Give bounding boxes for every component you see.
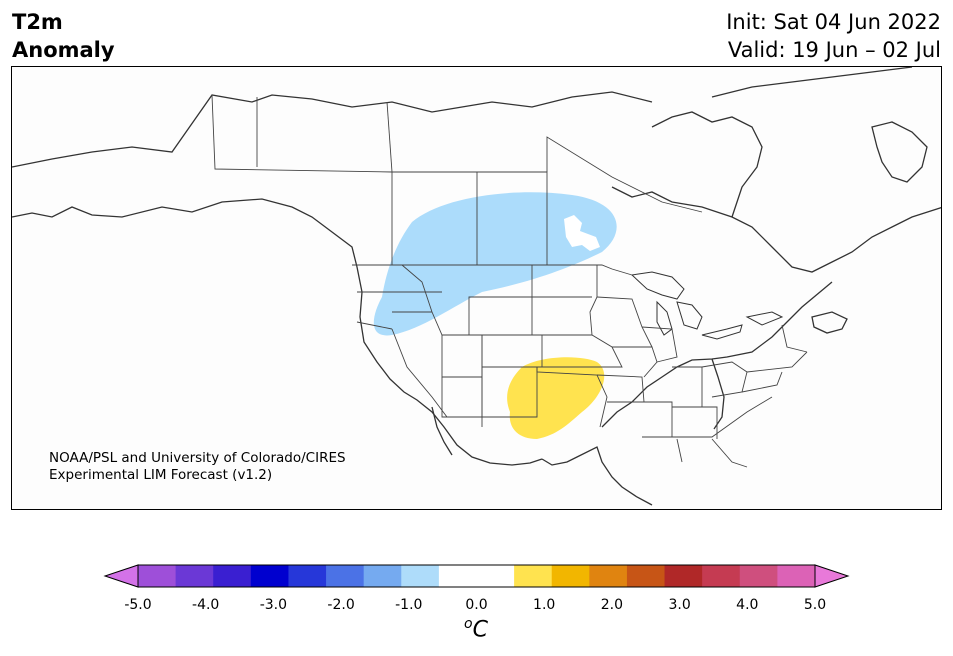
colorbar-swatch (702, 565, 741, 587)
colorbar-swatch (589, 565, 628, 587)
credit-line-1: NOAA/PSL and University of Colorado/CIRE… (49, 450, 346, 466)
colorbar-tick-label: 0.0 (465, 597, 488, 613)
colorbar-swatch (438, 565, 477, 587)
colorbar-tick-label: -5.0 (124, 597, 152, 613)
colorbar-swatch (175, 565, 214, 587)
colorbar (0, 560, 953, 656)
colorbar-tick-label: -3.0 (259, 597, 288, 613)
unit-symbol: C (472, 617, 488, 643)
map-title: T2m Anomaly (12, 8, 115, 64)
colorbar-tick-label: 1.0 (533, 597, 556, 613)
colorbar-tick-label: 5.0 (803, 597, 827, 613)
colorbar-swatch (213, 565, 252, 587)
colorbar-swatch (551, 565, 590, 587)
coastlines (12, 67, 941, 506)
colorbar-tick-label: 3.0 (668, 597, 691, 613)
colorbar-swatch (777, 565, 816, 587)
colorbar-swatch (739, 565, 778, 587)
colorbar-swatch (514, 565, 553, 587)
colorbar-tick-label: -2.0 (327, 597, 355, 613)
colorbar-tick-label: 2.0 (600, 597, 624, 613)
colorbar-swatch (401, 565, 440, 587)
colorbar-extend-low (103, 564, 139, 588)
colorbar-swatch (250, 565, 289, 587)
lake-winnipeg (564, 215, 600, 251)
valid-range: Valid: 19 Jun – 02 Jul (727, 38, 941, 62)
political-borders (211, 94, 808, 468)
title-line-1: T2m (12, 10, 63, 34)
colorbar-swatch (326, 565, 365, 587)
colorbar-tick-label: -4.0 (192, 597, 220, 613)
colorbar-tick-label: -1.0 (395, 597, 423, 613)
colorbar-swatch (138, 565, 177, 587)
colorbar-svg (103, 564, 850, 588)
great-lakes (630, 271, 784, 340)
title-line-2: Anomaly (12, 38, 115, 62)
unit-degree: o (464, 616, 473, 632)
colorbar-extend-high (814, 564, 850, 588)
colorbar-swatch (363, 565, 402, 587)
colorbar-tick-label: 4.0 (736, 597, 759, 613)
warm-anomaly-region (507, 357, 605, 439)
colorbar-unit: oC (464, 616, 488, 642)
init-date: Init: Sat 04 Jun 2022 (726, 10, 941, 34)
north-america-map (12, 67, 941, 506)
credit-line-2: Experimental LIM Forecast (v1.2) (49, 467, 273, 483)
colorbar-swatch (664, 565, 703, 587)
forecast-dates: Init: Sat 04 Jun 2022 Valid: 19 Jun – 02… (726, 8, 941, 64)
colorbar-swatch (476, 565, 515, 587)
credit-text: NOAA/PSL and University of Colorado/CIRE… (49, 450, 346, 484)
map-panel: NOAA/PSL and University of Colorado/CIRE… (11, 66, 942, 510)
colorbar-border (137, 564, 816, 588)
cool-anomaly-region (373, 192, 617, 336)
colorbar-swatch (288, 565, 327, 587)
colorbar-swatch (626, 565, 666, 587)
